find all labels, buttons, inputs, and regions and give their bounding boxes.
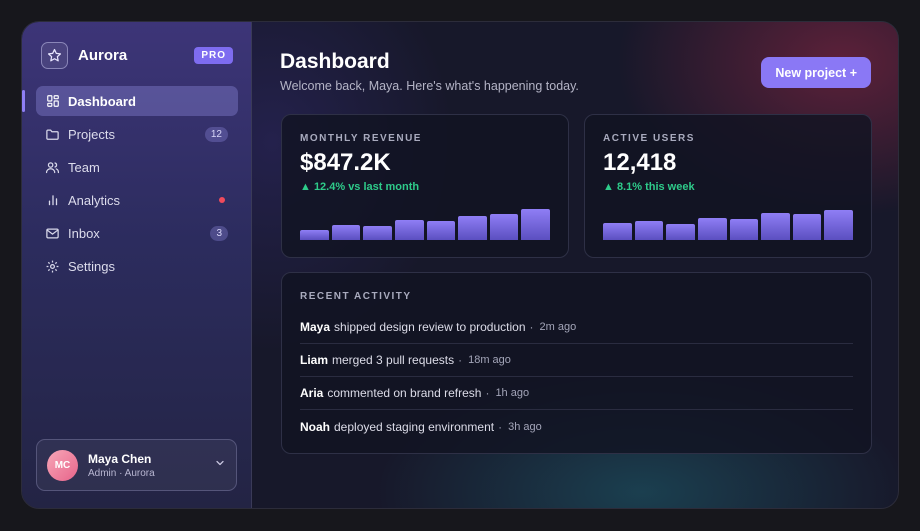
users-label: ACTIVE USERS [603,133,695,144]
activity-label: RECENT ACTIVITY [300,291,412,302]
profile-role: Admin · Aurora [88,467,155,479]
chart-bar [394,220,424,240]
gear-icon [45,259,60,274]
profile-name: Maya Chen [88,451,152,466]
chart-bar [521,209,550,240]
sidebar-item-label: Analytics [68,192,121,208]
chart-bar [697,218,727,240]
users-delta: ▲ 8.1% this week [603,181,695,193]
profile-text: Maya Chen Admin · Aurora [88,452,155,479]
activity-time: 1h ago [495,387,530,399]
sidebar-item-projects[interactable]: Projects 12 [36,119,238,149]
users-value: 12,418 [603,149,677,176]
separator-dot: · [529,320,534,334]
sidebar-item-label: Team [68,159,100,175]
chart-bar [489,214,519,240]
chart-bar [824,210,853,240]
activity-action: commented on brand refresh [327,386,482,400]
grid-icon [45,94,60,109]
activity-item: Aria commented on brand refresh · 1h ago [300,377,853,410]
sidebar-item-label: Settings [68,258,115,274]
sidebar-nav: Dashboard Projects 12 Team Analytics [22,86,238,284]
activity-item: Maya shipped design review to production… [300,311,853,344]
activity-user: Liam [300,353,329,367]
separator-dot: · [485,386,490,400]
chart-bar [426,221,456,240]
chart-bar [666,224,695,240]
activity-action: shipped design review to production [334,320,526,334]
revenue-bar-chart [300,206,550,240]
inbox-count-badge: 3 [210,225,228,241]
separator-dot: · [498,419,503,434]
chart-bar [603,223,632,240]
chevron-down-icon[interactable] [214,456,226,474]
users-card: ACTIVE USERS 12,418 ▲ 8.1% this week [584,114,872,258]
activity-time: 2m ago [539,321,577,333]
activity-item: Noah deployed staging environment · 3h a… [300,410,853,443]
folder-icon [45,127,60,142]
main-content: Dashboard Welcome back, Maya. Here's wha… [253,22,898,508]
chart-bar [792,214,822,240]
chart-bar [458,216,487,240]
activity-list: Maya shipped design review to production… [300,311,853,443]
activity-time: 3h ago [508,420,542,433]
chart-bar [634,221,664,240]
app-window: Aurora PRO Dashboard Projects 12 [21,21,899,509]
sidebar-item-inbox[interactable]: Inbox 3 [36,218,238,248]
notification-dot [219,197,225,203]
sidebar: Aurora PRO Dashboard Projects 12 [22,22,252,508]
chart-bar [331,225,361,240]
sidebar-item-team[interactable]: Team [36,152,238,182]
revenue-card: MONTHLY REVENUE $847.2K ▲ 12.4% vs last … [281,114,569,258]
chart-bar [300,230,329,240]
chart-bar [363,226,392,240]
chart-bar [761,213,790,240]
page-title: Dashboard [280,50,390,73]
activity-item: Liam merged 3 pull requests · 18m ago [300,344,853,377]
mail-icon [45,226,60,241]
activity-user: Aria [300,386,324,400]
brand: Aurora PRO [41,41,233,69]
recent-activity-card: RECENT ACTIVITY Maya shipped design revi… [281,272,872,454]
sidebar-item-settings[interactable]: Settings [36,251,238,281]
activity-action: deployed staging environment [334,419,495,434]
page-subtitle: Welcome back, Maya. Here's what's happen… [280,79,579,93]
sidebar-item-label: Inbox [68,225,100,241]
chart-bar [729,219,759,240]
users-bar-chart [603,206,853,240]
new-project-button[interactable]: New project + [761,57,871,88]
revenue-delta: ▲ 12.4% vs last month [300,181,420,193]
sidebar-item-label: Dashboard [68,93,136,109]
projects-count-badge: 12 [204,126,228,142]
activity-time: 18m ago [468,354,511,366]
star-logo-icon [41,41,68,69]
activity-user: Noah [300,419,330,434]
sidebar-item-label: Projects [68,126,115,142]
revenue-label: MONTHLY REVENUE [300,133,422,144]
sidebar-item-dashboard[interactable]: Dashboard [22,86,238,116]
bar-chart-icon [45,193,60,208]
user-profile-menu[interactable]: MC Maya Chen Admin · Aurora [36,439,237,491]
users-icon [45,160,60,175]
avatar: MC [47,449,78,481]
brand-name: Aurora [78,46,128,64]
activity-user: Maya [300,320,331,334]
sidebar-item-analytics[interactable]: Analytics [36,185,238,215]
separator-dot: · [458,353,463,367]
activity-action: merged 3 pull requests [332,353,455,367]
pro-badge: PRO [194,46,233,64]
revenue-value: $847.2K [300,149,391,176]
